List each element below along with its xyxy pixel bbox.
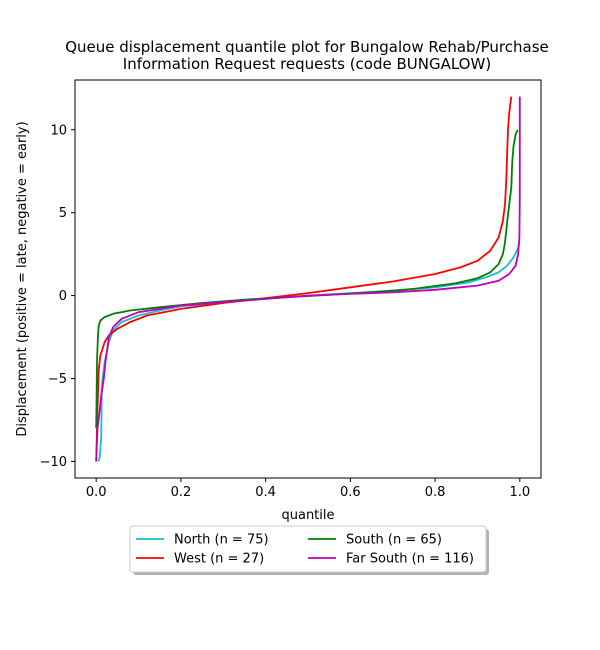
x-tick-label: 0.0	[86, 485, 107, 500]
legend-box	[129, 525, 487, 573]
legend-entry: Far South (n = 116)	[346, 552, 474, 567]
chart-title-line: Information Request requests (code BUNGA…	[123, 55, 491, 73]
series-lines	[95, 96, 521, 462]
series-line-3	[95, 96, 521, 462]
x-axis-ticks: 0.0 0.2 0.4 0.6 0.8 1.0	[86, 478, 530, 500]
series-line-0	[97, 240, 521, 462]
y-tick-label: −10	[40, 455, 67, 470]
series-line-1	[95, 96, 513, 462]
x-axis-label: quantile	[281, 508, 334, 523]
axes-frame	[74, 79, 542, 479]
y-tick-label: 10	[50, 123, 67, 138]
legend-entry: South (n = 65)	[346, 533, 442, 548]
legend-entry: North (n = 75)	[174, 533, 269, 548]
x-tick-label: 1.0	[509, 485, 530, 500]
x-tick-label: 0.4	[255, 485, 276, 500]
y-tick-label: 0	[59, 289, 67, 304]
legend-entry: West (n = 27)	[174, 552, 264, 567]
x-tick-label: 0.2	[171, 485, 192, 500]
x-tick-label: 0.6	[340, 485, 361, 500]
chart-title-line: Queue displacement quantile plot for Bun…	[65, 38, 549, 56]
y-axis-label: Displacement (positive = late, negative …	[15, 121, 30, 436]
y-tick-label: 5	[59, 206, 67, 221]
chart-title: Queue displacement quantile plot for Bun…	[65, 38, 549, 73]
series-line-2	[95, 129, 519, 429]
y-axis-ticks: −10 −5 0 5 10	[40, 123, 75, 470]
y-tick-label: −5	[48, 372, 67, 387]
x-tick-label: 0.8	[425, 485, 446, 500]
legend: North (n = 75) West (n = 27) South (n = 65…	[129, 525, 489, 575]
